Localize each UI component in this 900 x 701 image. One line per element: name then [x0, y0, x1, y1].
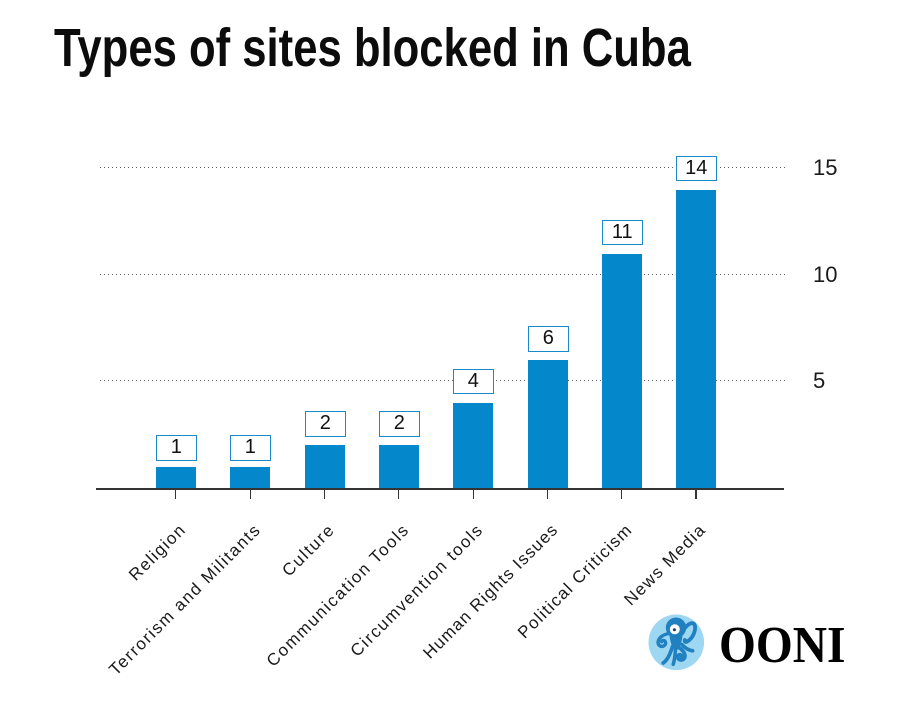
svg-text:OONI: OONI [719, 617, 846, 674]
